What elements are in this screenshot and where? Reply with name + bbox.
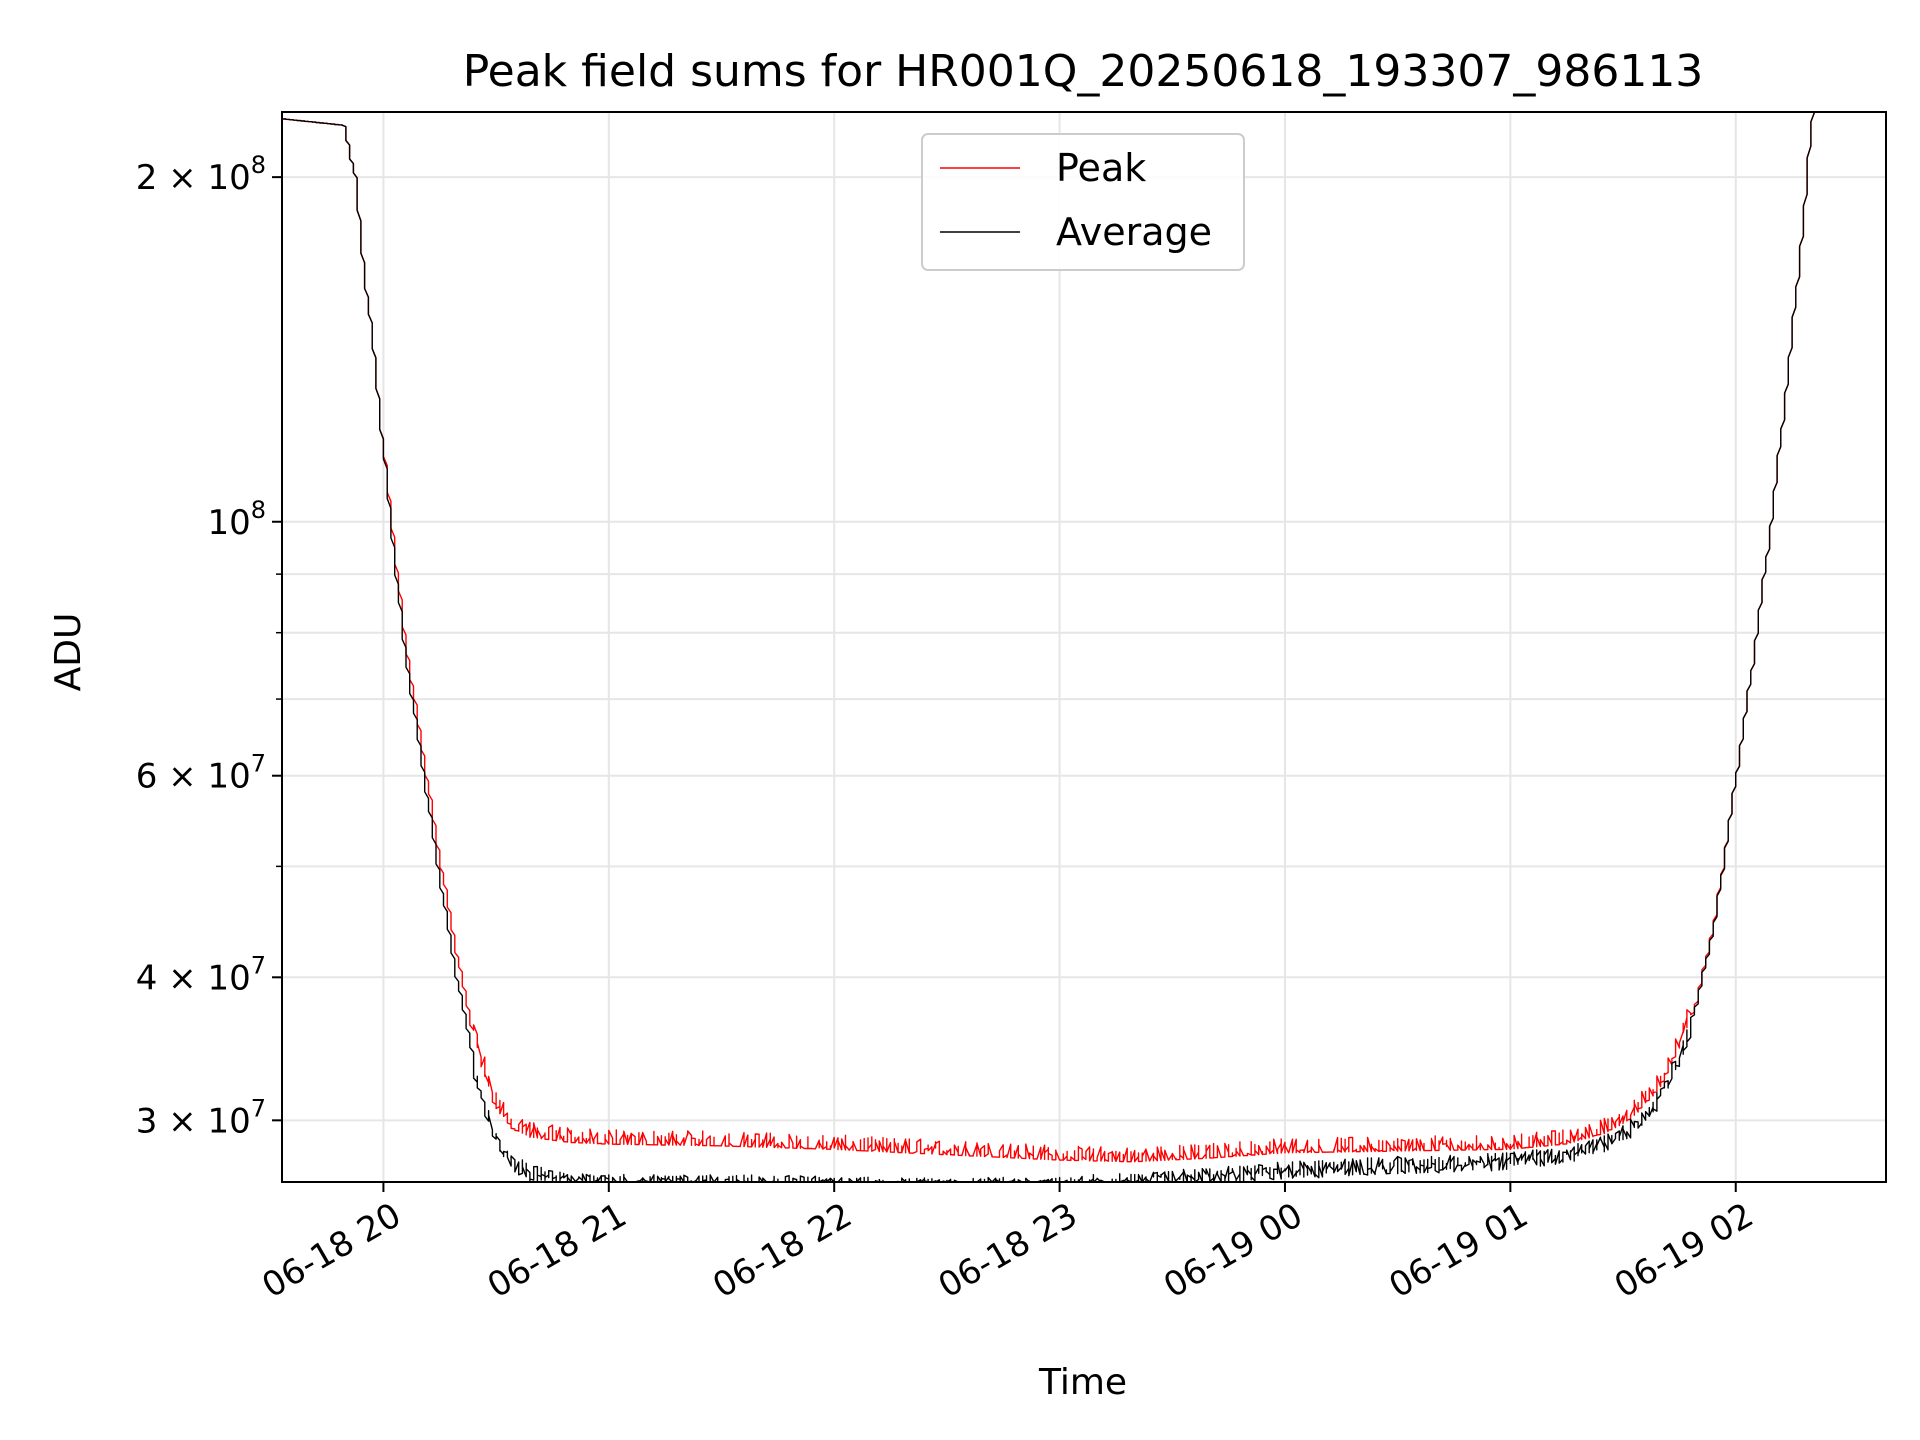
y-tick-label: 108 — [207, 496, 266, 543]
y-tick-base: 2 × 10 — [136, 158, 251, 198]
legend-label-peak: Peak — [1056, 146, 1146, 190]
y-tick-label: 6 × 107 — [136, 750, 266, 797]
y-tick-label: 2 × 108 — [136, 151, 266, 198]
grid — [282, 112, 1886, 1182]
y-tick-base: 6 × 10 — [136, 757, 251, 797]
y-tick-exponent: 8 — [251, 496, 266, 524]
y-tick-label: 4 × 107 — [136, 951, 266, 998]
y-tick-exponent: 8 — [251, 151, 266, 179]
y-axis-label: ADU — [48, 613, 89, 692]
series-line-average — [281, 111, 1886, 1183]
chart-title: Peak field sums for HR001Q_20250618_1933… — [463, 46, 1704, 97]
series-layer — [281, 111, 1886, 1183]
series-line-peak — [281, 111, 1886, 1163]
legend: Peak Average — [921, 133, 1245, 271]
y-tick-exponent: 7 — [251, 951, 266, 979]
y-tick-base: 3 × 10 — [136, 1101, 251, 1141]
x-axis-label: Time — [1038, 1362, 1127, 1403]
y-tick-base: 4 × 10 — [136, 958, 251, 998]
y-tick-base: 10 — [207, 503, 250, 543]
y-tick-exponent: 7 — [251, 1094, 266, 1122]
legend-label-average: Average — [1056, 210, 1212, 254]
y-tick-label: 3 × 107 — [136, 1094, 266, 1141]
y-tick-exponent: 7 — [251, 750, 266, 778]
plot-frame — [281, 111, 1887, 1183]
